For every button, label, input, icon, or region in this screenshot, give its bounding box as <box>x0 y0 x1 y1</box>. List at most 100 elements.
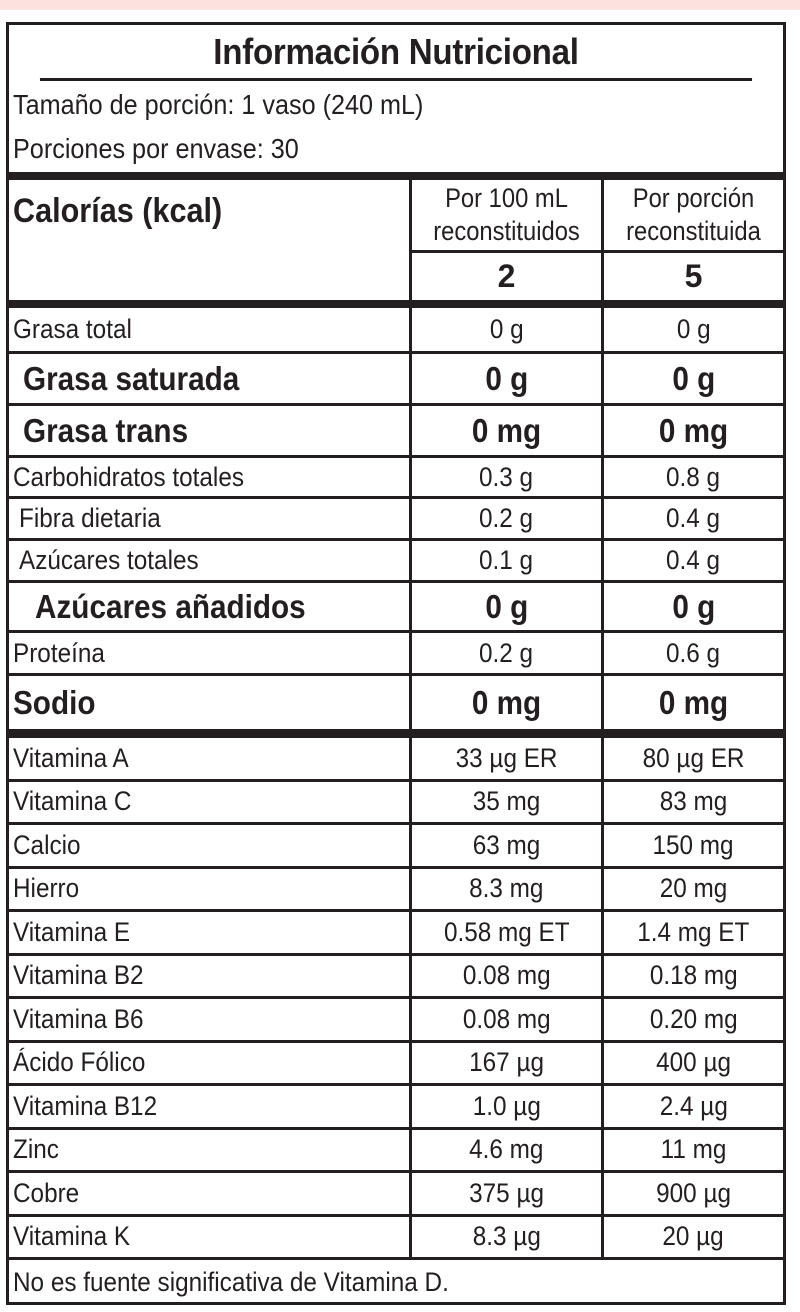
nutrient-name: Azúcares totales <box>19 545 199 575</box>
vitamin-row: Vitamina E 0.58 mg ET 1.4 mg ET <box>9 912 783 956</box>
value-per-100ml: 0.08 mg <box>462 960 551 991</box>
value-per-serving: 0 g <box>672 587 715 625</box>
vitamin-name: Vitamina B6 <box>13 1003 144 1034</box>
value-per-100ml: 0.2 g <box>479 503 534 533</box>
value-per-serving: 20 mg <box>659 873 728 904</box>
vitamin-row: Vitamina C 35 mg 83 mg <box>9 781 783 825</box>
value-per-100ml: 0 mg <box>471 683 542 721</box>
column-header-per-serving: Por porción reconstituida <box>604 180 783 253</box>
vitamin-row: Zinc 4.6 mg 11 mg <box>9 1129 783 1173</box>
value-per-100ml: 0 g <box>485 587 528 625</box>
top-background-band <box>0 0 800 10</box>
nutrient-name: Grasa saturada <box>23 359 240 397</box>
value-per-serving: 0.6 g <box>666 637 721 668</box>
value-per-serving: 20 µg <box>662 1221 725 1252</box>
vitamin-row: Hierro 8.3 mg 20 mg <box>9 868 783 912</box>
value-per-100ml: 0 g <box>485 359 528 397</box>
vitamin-name: Vitamina K <box>13 1221 131 1252</box>
value-per-100ml: 0 g <box>489 314 524 344</box>
nutrient-row: Grasa total 0 g 0 g <box>9 308 783 354</box>
value-per-100ml: 0.2 g <box>479 637 534 668</box>
value-per-serving: 0.4 g <box>666 545 721 575</box>
nutrient-row: Azúcares totales 0.1 g 0.4 g <box>9 541 783 583</box>
vitamin-row: Cobre 375 µg 900 µg <box>9 1173 783 1217</box>
calories-label: Calorías (kcal) <box>9 180 412 300</box>
thick-divider <box>9 300 783 308</box>
footer-note: No es fuente significativa de Vitamina D… <box>13 1267 449 1297</box>
vitamin-name: Vitamina A <box>13 742 129 773</box>
value-per-100ml: 8.3 mg <box>469 873 544 904</box>
nutrient-name: Proteína <box>13 637 105 668</box>
value-per-100ml: 63 mg <box>472 829 541 860</box>
vitamin-row: Vitamina B2 0.08 mg 0.18 mg <box>9 955 783 999</box>
value-per-100ml: 0 mg <box>471 411 542 449</box>
value-per-serving: 83 mg <box>659 786 728 817</box>
vitamin-name: Vitamina E <box>13 916 131 947</box>
calories-header: Calorías (kcal) Por 100 mL reconstituido… <box>9 180 783 300</box>
value-per-serving: 2.4 µg <box>659 1090 728 1121</box>
vitamin-row: Vitamina K 8.3 µg 20 µg <box>9 1216 783 1260</box>
calories-per-100ml: 2 <box>497 258 516 294</box>
value-per-100ml: 8.3 µg <box>472 1221 541 1252</box>
value-per-serving: 150 mg <box>652 829 735 860</box>
servings-per-container: Porciones por envase: 30 <box>13 133 299 164</box>
value-per-serving: 0.8 g <box>666 461 721 492</box>
vitamin-name: Ácido Fólico <box>13 1047 146 1078</box>
value-per-serving: 0 mg <box>658 411 729 449</box>
label-title: Información Nutricional <box>39 25 753 81</box>
nutrient-row: Fibra dietaria 0.2 g 0.4 g <box>9 499 783 541</box>
nutrient-row: Carbohidratos totales 0.3 g 0.8 g <box>9 458 783 499</box>
serving-info: Tamaño de porción: 1 vaso (240 mL) Porci… <box>9 81 783 172</box>
nutrient-name: Grasa trans <box>23 411 189 449</box>
value-per-100ml: 1.0 µg <box>472 1090 541 1121</box>
nutrient-name: Fibra dietaria <box>19 503 161 533</box>
column-per-100ml: Por 100 mL reconstituidos 2 <box>412 180 604 300</box>
value-per-100ml: 0.08 mg <box>462 1003 551 1034</box>
value-per-100ml: 35 mg <box>472 786 541 817</box>
nutrient-row: Grasa saturada 0 g 0 g <box>9 354 783 406</box>
nutrient-row: Proteína 0.2 g 0.6 g <box>9 633 783 676</box>
vitamin-name: Zinc <box>13 1134 59 1165</box>
value-per-serving: 0.18 mg <box>649 960 738 991</box>
value-per-serving: 900 µg <box>656 1177 731 1208</box>
vitamin-row: Ácido Fólico 167 µg 400 µg <box>9 1042 783 1086</box>
value-per-serving: 80 µg ER <box>642 742 745 773</box>
column-header-per-100ml: Por 100 mL reconstituidos <box>412 180 601 253</box>
value-per-serving: 0 mg <box>658 683 729 721</box>
nutrient-row: Sodio 0 mg 0 mg <box>9 676 783 729</box>
value-per-serving: 0 g <box>672 359 715 397</box>
nutrient-name: Grasa total <box>13 314 132 344</box>
value-per-serving: 1.4 mg ET <box>637 916 750 947</box>
value-per-100ml: 167 µg <box>469 1047 544 1078</box>
calories-per-serving: 5 <box>684 258 703 294</box>
value-per-serving: 0 g <box>676 314 711 344</box>
value-per-serving: 0.20 mg <box>649 1003 738 1034</box>
value-per-serving: 0.4 g <box>666 503 721 533</box>
value-per-100ml: 0.3 g <box>479 461 534 492</box>
value-per-100ml: 0.58 mg ET <box>443 916 570 947</box>
nutrients-table: Grasa total 0 g 0 g Grasa saturada 0 g 0… <box>9 308 783 729</box>
value-per-100ml: 375 µg <box>469 1177 544 1208</box>
nutrient-name: Sodio <box>13 683 96 721</box>
vitamin-name: Cobre <box>13 1177 80 1208</box>
nutrition-facts-label: Información Nutricional Tamaño de porció… <box>6 22 786 1305</box>
value-per-100ml: 33 µg ER <box>455 742 558 773</box>
value-per-100ml: 4.6 mg <box>469 1134 544 1165</box>
nutrient-row: Grasa trans 0 mg 0 mg <box>9 406 783 458</box>
vitamin-name: Vitamina C <box>13 786 132 817</box>
value-per-serving: 400 µg <box>656 1047 731 1078</box>
nutrient-name: Carbohidratos totales <box>13 461 244 492</box>
vitamin-name: Calcio <box>13 829 81 860</box>
thick-divider <box>9 729 783 738</box>
vitamin-row: Calcio 63 mg 150 mg <box>9 825 783 869</box>
vitamin-name: Hierro <box>13 873 80 904</box>
value-per-100ml: 0.1 g <box>479 545 534 575</box>
nutrient-name: Azúcares añadidos <box>35 587 306 625</box>
vitamin-name: Vitamina B2 <box>13 960 144 991</box>
vitamin-row: Vitamina B6 0.08 mg 0.20 mg <box>9 999 783 1043</box>
vitamin-row: Vitamina B12 1.0 µg 2.4 µg <box>9 1086 783 1130</box>
vitamins-table: Vitamina A 33 µg ER 80 µg ER Vitamina C … <box>9 738 783 1260</box>
column-per-serving: Por porción reconstituida 5 <box>604 180 783 300</box>
value-per-serving: 11 mg <box>660 1134 727 1165</box>
serving-size: Tamaño de porción: 1 vaso (240 mL) <box>13 89 424 120</box>
